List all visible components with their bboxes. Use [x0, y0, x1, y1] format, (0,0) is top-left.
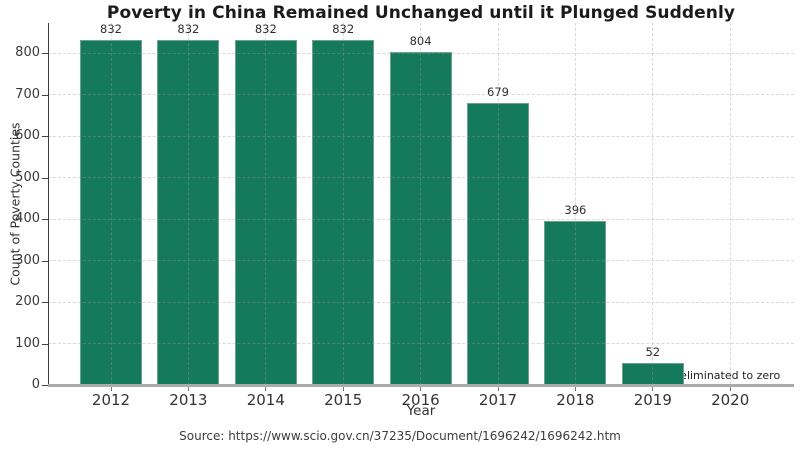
bar-value-label-2018: 396: [564, 202, 587, 217]
x-tick-label-2017: 2017: [478, 391, 518, 409]
plot-area: eliminated to zero 832 832 832 832 804 679 396…: [15, 22, 794, 409]
y-tick-label-600: 600: [15, 128, 40, 144]
bar-value-label-2016: 804: [409, 33, 432, 48]
y-tick-label-0: 0: [31, 377, 40, 392]
bar-value-label-2014: 832: [254, 22, 277, 37]
bar-2018: [544, 220, 607, 385]
x-tick-label-2018: 2018: [556, 391, 595, 409]
x-tick-mark-2018: [574, 387, 576, 391]
chart-title: Poverty in China Remained Unchanged unti…: [106, 3, 736, 23]
y-tick-mark-600: [42, 136, 48, 138]
x-tick-mark-2020: [729, 387, 731, 391]
x-axis-spine: [48, 384, 794, 387]
bar-2012: [80, 40, 142, 385]
bar-2013: [157, 40, 220, 385]
y-tick-mark-200: [42, 302, 48, 304]
y-tick-mark-400: [42, 219, 48, 221]
x-tick-label-2020: 2020: [711, 391, 750, 409]
x-tick-mark-2015: [342, 387, 344, 391]
bar-2015: [312, 40, 375, 385]
bar-2014: [234, 40, 297, 385]
y-tick-label-700: 700: [15, 86, 40, 102]
y-tick-label-500: 500: [15, 169, 40, 185]
y-tick-label-200: 200: [15, 294, 40, 310]
bar-2019: [621, 363, 684, 385]
x-tick-label-2013: 2013: [169, 391, 208, 409]
annotation-eliminated-to-zero: eliminated to zero: [680, 369, 781, 382]
x-tick-mark-2017: [497, 387, 499, 391]
y-tick-label-400: 400: [15, 211, 40, 227]
source-caption: Source: https://www.scio.gov.cn/37235/Do…: [179, 429, 621, 443]
v-gridline-2019: [652, 23, 654, 385]
y-tick-label-300: 300: [15, 252, 40, 268]
y-tick-mark-300: [42, 260, 48, 262]
x-tick-mark-2013: [187, 387, 189, 391]
y-tick-mark-500: [42, 177, 48, 179]
x-tick-label-2014: 2014: [246, 391, 285, 409]
bar-value-label-2013: 832: [177, 22, 200, 37]
x-tick-mark-2016: [420, 387, 422, 391]
y-tick-mark-0: [42, 385, 48, 386]
x-tick-label-2015: 2015: [324, 391, 363, 409]
x-axis-label: Year: [406, 403, 436, 419]
y-tick-mark-100: [42, 343, 48, 345]
x-tick-mark-2019: [652, 387, 654, 391]
x-tick-mark-2014: [265, 387, 267, 391]
y-tick-mark-700: [42, 94, 48, 96]
bar-2017: [467, 103, 529, 385]
y-tick-mark-800: [42, 53, 48, 55]
bar-2016: [389, 51, 452, 385]
x-tick-label-2016: 2016: [401, 391, 440, 409]
bar-value-label-2019: 52: [645, 345, 661, 360]
bar-value-label-2015: 832: [332, 22, 355, 37]
y-axis-spine: [48, 23, 49, 385]
y-tick-label-100: 100: [15, 335, 40, 351]
x-tick-mark-2012: [110, 387, 112, 391]
bar-value-label-2012: 832: [100, 22, 122, 37]
y-tick-label-800: 800: [15, 45, 40, 61]
x-tick-label-2019: 2019: [633, 391, 672, 409]
v-gridline-2020: [729, 23, 731, 385]
x-tick-label-2012: 2012: [91, 391, 131, 409]
bar-value-label-2017: 679: [487, 85, 509, 100]
